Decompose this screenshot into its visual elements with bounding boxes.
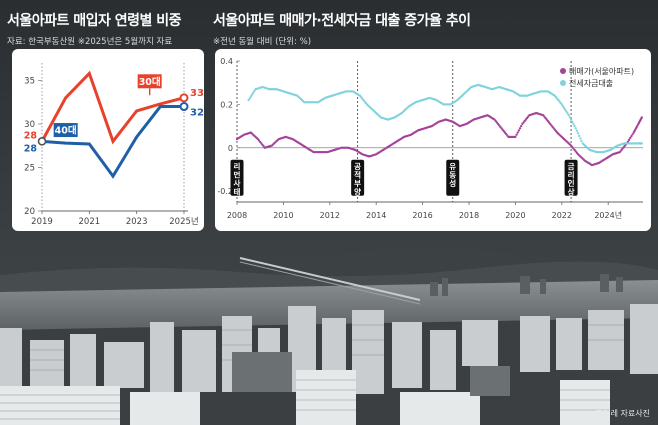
series-line-40s xyxy=(41,105,184,179)
jeonse-loan-point xyxy=(574,127,577,130)
jeonse-loan-point xyxy=(252,91,255,94)
left-panel-source: 자료: 한국부동산원 ※2025년은 5월까지 자료 xyxy=(7,37,173,47)
y-tick-label: 0.4 xyxy=(220,57,233,66)
jeonse-loan-point xyxy=(249,95,253,98)
x-tick-label: 2019 xyxy=(31,217,53,227)
series-name-box xyxy=(137,74,162,89)
sale-price-point xyxy=(518,127,522,130)
event-label-box xyxy=(446,159,460,196)
series-end-label: 32% xyxy=(190,108,204,119)
x-tick-label: 2024년 xyxy=(594,210,622,220)
jeonse-loan-point xyxy=(573,124,576,128)
age-share-chart: 20 25 30 35 2019 2021 2023 2025년 28 33% 28 32% 30대 40… xyxy=(24,63,214,227)
sale-price-point xyxy=(520,124,523,128)
jeonse-loan-point xyxy=(576,132,580,135)
age-share-chart-card: 20 25 30 35 2019 2021 2023 2025년 28 33% 28 32% 30대 40… xyxy=(12,49,214,231)
y-tick-label: 35 xyxy=(24,76,35,86)
jeonse-loan-point xyxy=(580,139,583,143)
jeonse-loan-point xyxy=(562,106,566,110)
series-start-marker xyxy=(37,137,47,146)
jeonse-loan-point xyxy=(560,103,563,106)
sale-price-point xyxy=(640,116,643,119)
sale-price-point xyxy=(517,129,521,132)
jeonse-loan-point xyxy=(248,97,251,100)
legend-label: 전세자금대출 xyxy=(569,78,613,88)
sale-price-point xyxy=(631,133,634,136)
y-tick-label: 0.2 xyxy=(220,100,233,109)
x-tick-label: 2016 xyxy=(412,211,432,220)
jeonse-loan-point xyxy=(571,120,574,123)
loan-growth-chart-card: 0.4 0.2 0 -0.2 2008 2010 2012 2014 2016 2018 2020 2… xyxy=(215,49,651,231)
series-name-label: 40대 xyxy=(55,125,77,137)
legend-label: 매매가(서울아파트) xyxy=(569,66,634,76)
jeonse-loan-point xyxy=(579,137,582,140)
series-end-marker xyxy=(179,102,189,112)
series-start-label: 28 xyxy=(24,130,38,141)
jeonse-loan-point xyxy=(561,105,565,108)
x-tick-label: 2012 xyxy=(320,211,340,220)
loan-growth-chart: 0.4 0.2 0 -0.2 2008 2010 2012 2014 2016 2018 2020 2… xyxy=(217,57,643,220)
jeonse-loan-point xyxy=(575,129,579,132)
jeonse-loan-point xyxy=(253,89,256,93)
series-line-30s xyxy=(40,70,185,145)
x-tick-label: 2023 xyxy=(126,217,148,227)
sale-price-point xyxy=(627,138,631,141)
series-name-label: 30대 xyxy=(139,76,161,88)
x-tick-label: 2025년 xyxy=(169,216,198,227)
x-tick-label: 2008 xyxy=(227,211,247,220)
x-tick-label: 2014 xyxy=(366,211,386,220)
jeonse-loan-point xyxy=(640,142,643,145)
jeonse-loan-point xyxy=(578,134,581,137)
x-tick-label: 2022 xyxy=(552,211,572,220)
y-tick-label: 25 xyxy=(24,163,35,173)
legend-swatch xyxy=(560,80,566,86)
legend-swatch xyxy=(560,68,566,74)
series-end-marker xyxy=(179,93,189,103)
jeonse-loan-point xyxy=(567,114,570,117)
photo-credit: 한겨레 자료사진 xyxy=(595,409,650,418)
jeonse-loan-point xyxy=(569,118,573,121)
series-name-box xyxy=(53,123,78,138)
right-panel-title: 서울아파트 매매가·전세자금 대출 증가율 추이 xyxy=(213,13,471,29)
jeonse-loan-point xyxy=(565,110,568,113)
sale-price-point xyxy=(629,136,632,140)
series-start-label: 28 xyxy=(24,143,38,154)
jeonse-loan-point xyxy=(568,116,572,119)
sale-price-point xyxy=(514,135,517,139)
y-tick-label: 0 xyxy=(228,144,233,153)
left-panel-title: 서울아파트 매입자 연령별 비중 xyxy=(7,13,182,29)
x-tick-label: 2018 xyxy=(459,211,479,220)
x-tick-label: 2021 xyxy=(79,217,101,227)
event-label-box xyxy=(351,159,365,196)
y-tick-label: -0.2 xyxy=(217,187,233,196)
x-tick-label: 2020 xyxy=(505,211,525,220)
x-tick-label: 2010 xyxy=(273,211,293,220)
event-label-box xyxy=(230,159,244,196)
y-tick-label: 30 xyxy=(24,120,35,130)
jeonse-loan-point xyxy=(566,112,569,115)
y-tick-label: 20 xyxy=(24,207,35,217)
sale-price-point xyxy=(626,140,630,143)
jeonse-loan-point xyxy=(247,98,250,102)
sale-price-point xyxy=(515,133,518,136)
event-label-box xyxy=(564,159,578,196)
sale-price-point xyxy=(516,131,519,134)
series-end-label: 33% xyxy=(190,88,204,99)
jeonse-loan-point xyxy=(250,93,254,96)
right-panel-note: ※전년 동월 대비 (단위: %) xyxy=(213,37,312,47)
jeonse-loan-point xyxy=(572,122,575,126)
sale-price-point xyxy=(630,135,633,138)
jeonse-loan-point xyxy=(564,108,567,111)
